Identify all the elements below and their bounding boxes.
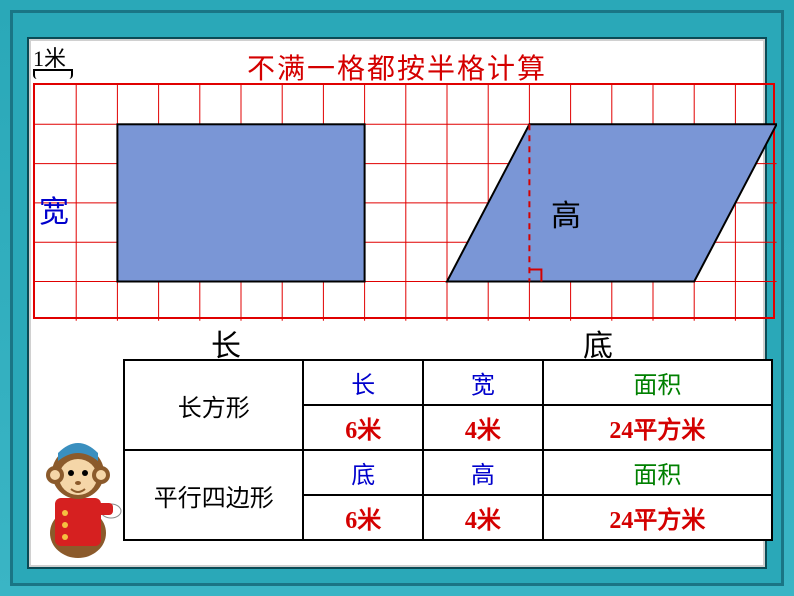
slide-canvas: 1米 不满一格都按半格计算 宽 长 高 底 长方形 长 宽 面积 6米 <box>27 37 767 569</box>
para-height-label: 高 <box>551 191 581 235</box>
table-row: 长方形 长 宽 面积 <box>124 360 772 405</box>
grid-svg <box>35 85 777 321</box>
data-table-wrap: 长方形 长 宽 面积 6米 4米 24平方米 平行四边形 底 高 面积 <box>123 359 773 541</box>
val-rect-length: 6米 <box>303 405 423 450</box>
rect-width-label: 宽 <box>39 187 69 231</box>
slide-title: 不满一格都按半格计算 <box>29 47 765 87</box>
hdr-base: 底 <box>303 450 423 495</box>
grid-area <box>33 83 775 319</box>
hdr-length: 长 <box>303 360 423 405</box>
val-para-height: 4米 <box>423 495 543 540</box>
hdr-area2: 面积 <box>543 450 772 495</box>
val-para-area: 24平方米 <box>543 495 772 540</box>
val-para-base: 6米 <box>303 495 423 540</box>
row-label-para: 平行四边形 <box>124 450 303 540</box>
hdr-area: 面积 <box>543 360 772 405</box>
data-table: 长方形 长 宽 面积 6米 4米 24平方米 平行四边形 底 高 面积 <box>123 359 773 541</box>
table-row: 平行四边形 底 高 面积 <box>124 450 772 495</box>
monkey-icon <box>23 383 133 563</box>
row-label-rect: 长方形 <box>124 360 303 450</box>
outer-frame: 1米 不满一格都按半格计算 宽 长 高 底 长方形 长 宽 面积 6米 <box>10 10 784 586</box>
hdr-width: 宽 <box>423 360 543 405</box>
hdr-height: 高 <box>423 450 543 495</box>
val-rect-width: 4米 <box>423 405 543 450</box>
val-rect-area: 24平方米 <box>543 405 772 450</box>
